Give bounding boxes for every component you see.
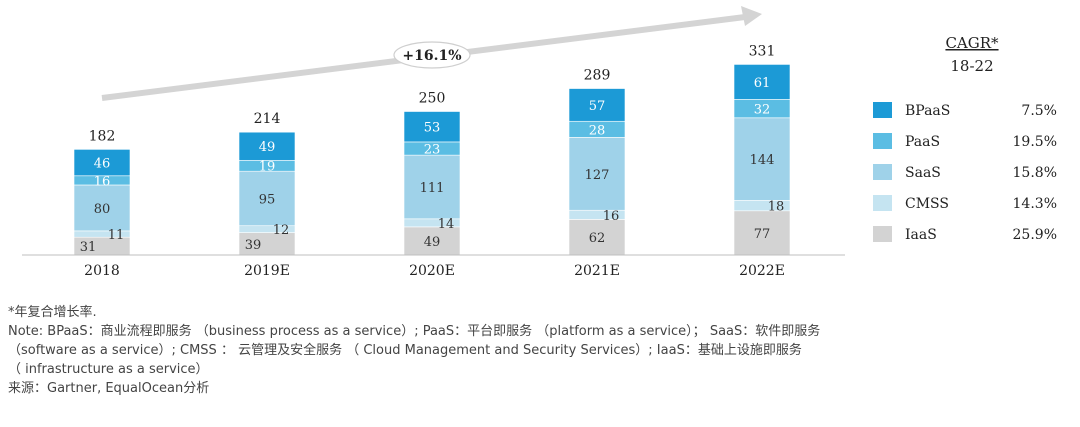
bar-segment-bpaas (403, 111, 461, 143)
x-tick-label: 2022E (739, 263, 785, 279)
footnotes: *年复合增长率. Note: BPaaS：商业流程即服务 （business p… (8, 303, 1068, 398)
cagr-period: 18-22 (950, 57, 993, 75)
total-label: 289 (584, 68, 611, 84)
footnote-source: 来源：Gartner, EqualOcean分析 (8, 381, 210, 396)
legend: CAGR* 18-22 BPaaS 7.5% PaaS 19.5% SaaS 15.8% C… (873, 34, 1057, 243)
x-tick-label: 2019E (244, 263, 290, 279)
bar-segment-iaas (733, 210, 791, 256)
growth-label: +16.1% (402, 48, 461, 64)
legend-cagr-bpaas: 7.5% (1021, 103, 1057, 119)
x-tick-label: 2020E (409, 263, 455, 279)
bar-labels: 31 11 80 16 46 182 2018 39 12 95 19 49 214 2019E 49 14 1… (80, 43, 785, 279)
value-label-paas: 28 (589, 123, 606, 138)
footnote-note-line2: （software as a service）; CMSS ： 云管理及安全服务… (8, 343, 802, 358)
bar-segment-saas (403, 154, 461, 220)
bar-segment-bpaas (733, 64, 791, 100)
x-tick-label: 2021E (574, 263, 620, 279)
footnote-note-line3: （ infrastructure as a service） (8, 362, 209, 377)
value-label-cmss: 16 (603, 209, 620, 224)
cagr-title: CAGR* (945, 34, 999, 52)
bar-segment-saas (238, 170, 296, 227)
value-label-bpaas: 53 (424, 121, 441, 136)
value-label-bpaas: 61 (754, 76, 771, 91)
total-label: 250 (419, 91, 446, 107)
value-label-iaas: 62 (589, 231, 606, 246)
footnote-cagr: *年复合增长率. (8, 305, 97, 320)
legend-label-iaas: IaaS (905, 227, 937, 243)
value-label-paas: 16 (94, 174, 111, 189)
legend-cagr-iaas: 25.9% (1013, 227, 1057, 243)
total-label: 182 (89, 128, 116, 144)
bar-segment-bpaas (568, 88, 626, 122)
value-label-saas: 95 (259, 192, 276, 207)
value-label-paas: 19 (259, 160, 276, 175)
value-label-saas: 127 (585, 168, 610, 183)
legend-swatch-iaas (873, 226, 892, 242)
value-label-bpaas: 46 (94, 157, 111, 172)
total-label: 331 (749, 43, 776, 59)
legend-swatch-cmss (873, 195, 892, 211)
value-label-iaas: 49 (424, 235, 441, 250)
legend-swatch-paas (873, 133, 892, 149)
legend-label-cmss: CMSS (905, 196, 949, 212)
bar-segment-iaas (568, 219, 626, 256)
legend-label-bpaas: BPaaS (905, 103, 950, 119)
value-label-paas: 32 (754, 103, 771, 118)
value-label-cmss: 12 (273, 223, 290, 238)
value-label-cmss: 18 (768, 200, 785, 215)
legend-cagr-saas: 15.8% (1013, 165, 1057, 181)
value-label-bpaas: 49 (259, 140, 276, 155)
bar-segment-bpaas (238, 131, 296, 161)
legend-label-saas: SaaS (905, 165, 941, 181)
growth-badge (393, 41, 471, 69)
growth-arrow: +16.1% (101, 6, 762, 101)
bar-segment-saas (733, 117, 791, 201)
bar-segment-saas (73, 184, 131, 232)
bar-segment-bpaas (73, 149, 131, 177)
x-tick-label: 2018 (84, 263, 120, 279)
total-label: 214 (254, 111, 281, 127)
legend-swatch-bpaas (873, 102, 892, 118)
legend-cagr-cmss: 14.3% (1013, 196, 1057, 212)
stacked-bars (73, 64, 791, 256)
legend-cagr-paas: 19.5% (1013, 134, 1057, 150)
value-label-bpaas: 57 (589, 99, 606, 114)
value-label-cmss: 11 (108, 228, 125, 243)
value-label-iaas: 31 (80, 240, 97, 255)
value-label-iaas: 39 (245, 238, 262, 253)
value-label-iaas: 77 (754, 227, 771, 242)
value-label-paas: 23 (424, 143, 441, 158)
legend-swatch-saas (873, 164, 892, 180)
footnote-note-line1: Note: BPaaS：商业流程即服务 （business process as… (8, 324, 821, 339)
value-label-saas: 80 (94, 202, 111, 217)
value-label-saas: 144 (750, 153, 775, 168)
legend-label-paas: PaaS (905, 134, 940, 150)
value-label-cmss: 14 (438, 217, 455, 232)
value-label-saas: 111 (420, 181, 445, 196)
growth-arrow-head (741, 6, 762, 26)
bar-segment-saas (568, 137, 626, 211)
